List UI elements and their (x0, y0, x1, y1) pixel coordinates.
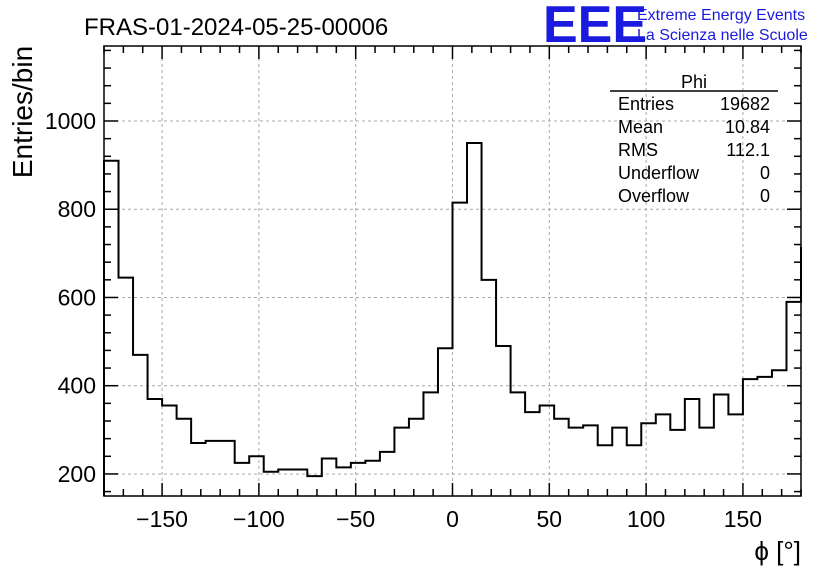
eee-logo-line1: Extreme Energy Events (637, 7, 805, 24)
stats-label: Mean (618, 117, 663, 137)
stats-value: 112.1 (726, 140, 770, 160)
histogram-bin (177, 419, 192, 496)
histogram-bin (293, 470, 308, 496)
histogram-bin (569, 428, 584, 496)
histogram-bin (307, 476, 322, 496)
histogram-bin (598, 445, 613, 496)
histogram-bin (322, 459, 337, 497)
stats-value: 10.84 (725, 117, 770, 137)
stats-box: Phi Entries 19682 Mean 10.84 RMS 112.1 U… (610, 72, 778, 206)
histogram-bin (206, 441, 221, 496)
histogram-bin (743, 379, 758, 496)
eee-logo: EEE Extreme Energy Events La Scienza nel… (543, 0, 808, 54)
histogram-bin (235, 463, 250, 496)
x-tick-label: −50 (336, 506, 375, 532)
histogram-bin (453, 203, 468, 496)
tick-labels: −150 −100 −50 0 50 100 150 200 400 600 800 1000 (45, 108, 762, 532)
histogram-bin (554, 419, 569, 496)
stats-value: 0 (760, 163, 770, 183)
histogram-bin (220, 441, 235, 496)
x-tick-label: 150 (724, 506, 762, 532)
x-tick-label: −150 (136, 506, 188, 532)
stats-name: Phi (681, 72, 707, 92)
histogram-bin (482, 280, 497, 496)
stats-label: Underflow (618, 163, 700, 183)
histogram-bin (540, 406, 555, 496)
histogram-bin (583, 425, 598, 496)
histogram-bin (148, 399, 163, 496)
stats-value: 19682 (720, 94, 770, 114)
x-tick-label: 100 (627, 506, 665, 532)
grid (104, 46, 801, 496)
histogram-bin (699, 428, 714, 496)
histogram-bin (104, 161, 119, 496)
x-tick-label: 50 (537, 506, 563, 532)
histogram-bin (423, 392, 438, 496)
histogram-bin (641, 423, 656, 496)
y-tick-label: 400 (58, 373, 96, 399)
y-tick-label: 1000 (45, 108, 96, 134)
eee-logo-mark: EEE (543, 0, 647, 54)
stats-value: 0 (760, 186, 770, 206)
axis-ticks (103, 46, 802, 496)
histogram-bin (133, 355, 148, 496)
x-axis-label: ϕ [°] (754, 536, 801, 566)
histogram-outline (103, 142, 802, 496)
histogram-bin (394, 428, 409, 496)
eee-logo-line2: La Scienza nelle Scuole (637, 27, 808, 44)
histogram-bin (162, 406, 177, 496)
chart-title: FRAS-01-2024-05-25-00006 (84, 14, 388, 41)
stats-label: Entries (618, 94, 674, 114)
histogram-bin (786, 302, 801, 496)
histogram-bin (119, 278, 134, 496)
histogram-bin (191, 443, 206, 496)
stats-label: Overflow (618, 186, 690, 206)
histogram-bin (670, 430, 685, 496)
histogram-bin (409, 419, 424, 496)
y-tick-label: 200 (58, 461, 96, 487)
x-tick-label: 0 (446, 506, 459, 532)
histogram-bin (728, 414, 743, 496)
histogram-bin (351, 463, 366, 496)
histogram-bars (103, 142, 802, 497)
histogram-bin (249, 456, 264, 496)
histogram-bin (757, 377, 772, 496)
histogram-bin (685, 399, 700, 496)
histogram-bin (264, 472, 279, 496)
stats-label: RMS (618, 140, 658, 160)
histogram-bin (467, 143, 482, 496)
histogram-bin (656, 414, 671, 496)
histogram-bin (511, 392, 526, 496)
histogram-bin (772, 370, 787, 496)
histogram-bin (714, 395, 729, 496)
x-tick-label: −100 (233, 506, 285, 532)
histogram-bin (627, 445, 642, 496)
y-axis-label: Entries/bin (7, 46, 38, 178)
histogram-bin (365, 461, 380, 496)
y-tick-label: 800 (58, 196, 96, 222)
histogram-bin (336, 467, 351, 496)
y-tick-label: 600 (58, 284, 96, 310)
histogram-bin (525, 412, 540, 496)
histogram-bin (612, 428, 627, 496)
